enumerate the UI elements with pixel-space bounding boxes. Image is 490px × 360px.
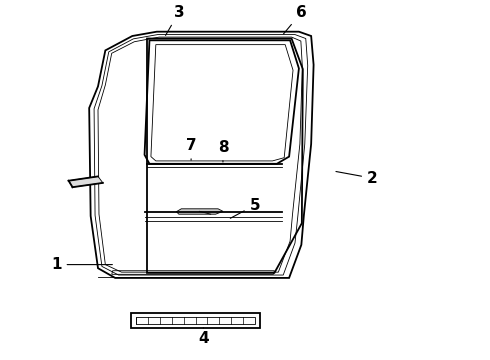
Text: 5: 5 [230, 198, 260, 218]
Text: 7: 7 [186, 138, 196, 160]
Text: 6: 6 [284, 5, 307, 34]
PathPatch shape [69, 176, 103, 187]
Text: 8: 8 [218, 140, 228, 162]
PathPatch shape [176, 209, 223, 214]
Text: 4: 4 [198, 328, 209, 346]
Text: 3: 3 [166, 5, 184, 35]
Text: 2: 2 [336, 171, 378, 186]
Text: 1: 1 [51, 257, 112, 272]
